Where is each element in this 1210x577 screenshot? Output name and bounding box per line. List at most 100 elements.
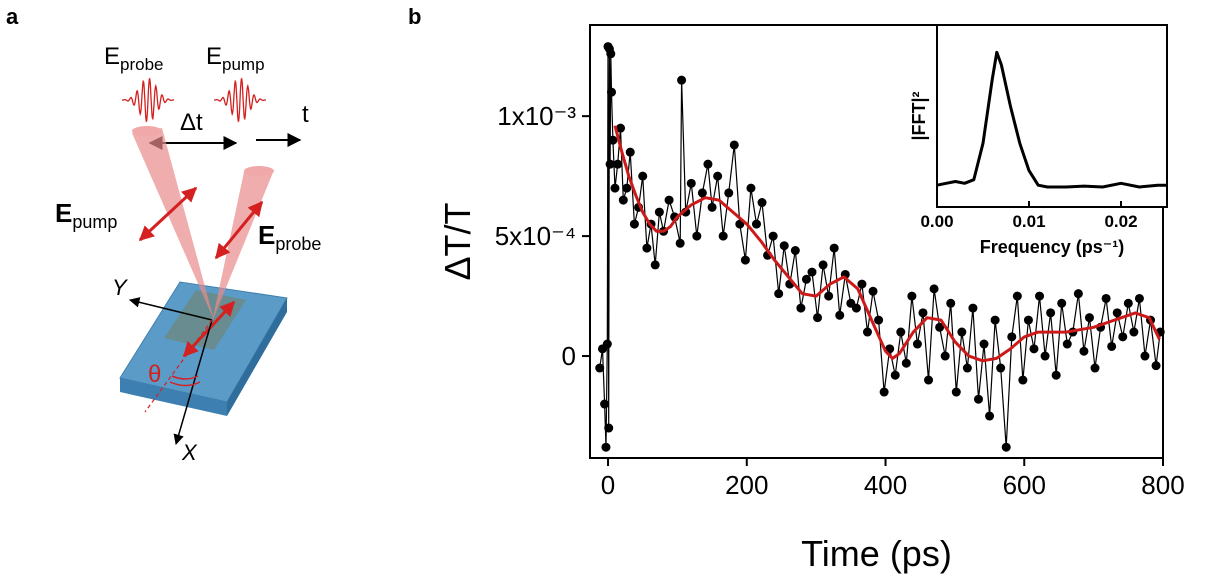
data-point — [796, 303, 806, 313]
pulse — [214, 77, 266, 123]
data-point — [768, 231, 778, 241]
data-point — [600, 399, 610, 409]
y-axis-label: ΔT/T — [437, 202, 478, 280]
panel-label: b — [408, 4, 421, 29]
x-tick-label: 600 — [1003, 470, 1046, 500]
data-point — [1029, 344, 1039, 354]
pulse-label: Epump — [206, 43, 265, 74]
data-point — [642, 243, 652, 253]
data-point — [601, 442, 611, 452]
data-point — [940, 351, 950, 361]
data-point — [1151, 361, 1161, 371]
x-tick-label: 0 — [601, 470, 615, 500]
data-point — [912, 339, 922, 349]
data-point — [1018, 375, 1028, 385]
sample-side — [120, 378, 227, 416]
data-point — [807, 267, 817, 277]
data-point — [616, 123, 626, 133]
data-point — [746, 183, 756, 193]
y-tick-label: 5x10⁻⁴ — [495, 221, 576, 251]
data-point — [879, 387, 889, 397]
plot-frame — [936, 24, 1168, 208]
data-point — [1057, 298, 1067, 308]
data-point — [692, 231, 702, 241]
data-point — [990, 315, 1000, 325]
angle-arc — [169, 375, 201, 387]
time-label: t — [302, 101, 309, 128]
data-point — [874, 315, 884, 325]
x-axis-label: Frequency (ps⁻¹) — [980, 237, 1125, 257]
data-point — [1046, 308, 1056, 318]
data-point — [968, 303, 978, 313]
data-point — [1023, 315, 1033, 325]
subscript: probe — [275, 234, 321, 254]
y-axis-label: |FFT|² — [909, 91, 929, 140]
data-point — [607, 87, 617, 97]
subscript: pump — [72, 212, 117, 232]
data-point — [1112, 308, 1122, 318]
data-point — [605, 159, 615, 169]
data-point — [1084, 313, 1094, 323]
reference-line — [144, 319, 213, 413]
data-point — [1035, 291, 1045, 301]
data-point — [608, 135, 618, 145]
data-point — [779, 241, 789, 251]
probe-polarization — [214, 200, 264, 260]
plot-frame — [589, 24, 1164, 459]
axis-label: X — [181, 440, 198, 465]
data-point — [790, 245, 800, 255]
data-point — [1051, 370, 1061, 380]
data-point — [1012, 291, 1022, 301]
data-point — [1090, 363, 1100, 373]
data-point — [686, 178, 696, 188]
data-point — [618, 195, 628, 205]
panel-label: a — [6, 4, 19, 29]
axis-label: Y — [112, 275, 128, 300]
data-point — [740, 255, 750, 265]
data-point — [1129, 327, 1139, 337]
data-point — [973, 394, 983, 404]
data-point — [638, 171, 648, 181]
data-point — [1107, 341, 1117, 351]
data-point — [677, 75, 687, 85]
data-point — [718, 231, 728, 241]
data-point — [1073, 289, 1083, 299]
data-point — [907, 291, 917, 301]
data-point — [622, 183, 632, 193]
series-line — [936, 50, 1167, 189]
x-axis-arrow — [173, 319, 213, 446]
x-tick-label: 0.01 — [1012, 212, 1045, 231]
data-point — [604, 423, 614, 433]
data-point — [801, 274, 811, 284]
pulse — [122, 77, 174, 123]
data-point — [890, 370, 900, 380]
y-tick-label: 1x10⁻³ — [497, 101, 576, 131]
symbol: E — [206, 43, 222, 70]
data-point — [1118, 332, 1128, 342]
data-point — [625, 147, 635, 157]
data-point — [757, 198, 767, 208]
beam-end — [244, 166, 274, 176]
data-point — [675, 238, 685, 248]
data-point — [946, 298, 956, 308]
data-point — [979, 339, 989, 349]
pulse-label: Eprobe — [104, 43, 164, 74]
data-point — [595, 363, 605, 373]
data-point — [868, 286, 878, 296]
data-point — [610, 183, 620, 193]
data-point — [962, 363, 972, 373]
data-point — [862, 327, 872, 337]
symbol: E — [55, 198, 72, 228]
data-point — [1101, 293, 1111, 303]
data-point — [929, 284, 939, 294]
data-point — [985, 411, 995, 421]
data-point — [835, 310, 845, 320]
x-tick-label: 200 — [725, 470, 768, 500]
data-point — [1007, 332, 1017, 342]
data-point — [851, 303, 861, 313]
beam-end — [132, 126, 162, 136]
data-point — [724, 188, 734, 198]
data-point — [713, 171, 723, 181]
